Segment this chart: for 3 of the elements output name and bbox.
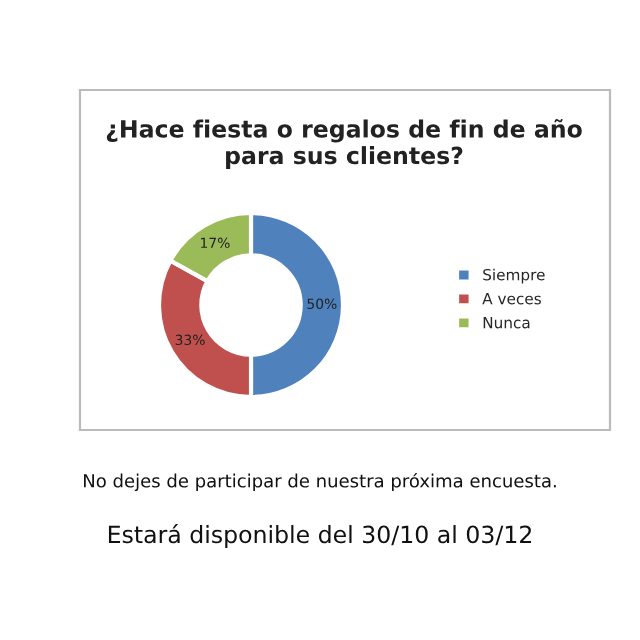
text: No dejes de participar de nuestra próxima encuesta. — [84, 472, 556, 492]
text: Estará disponible del 30/10 al 03/12 — [108, 524, 531, 548]
chart-title: ¿Hace fiesta o regalos de fin de año para sus clientes? — [106, 119, 582, 169]
